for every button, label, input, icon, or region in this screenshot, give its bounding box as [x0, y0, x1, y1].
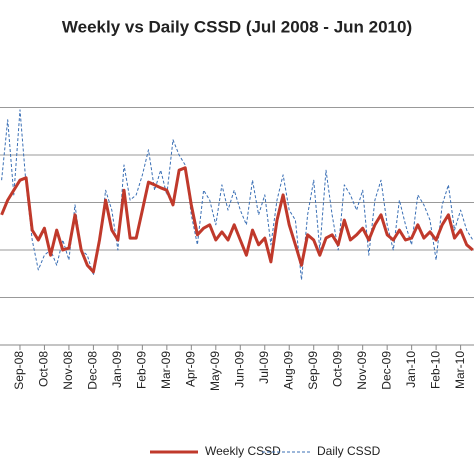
x-tick-label: Jun-09 [232, 351, 246, 388]
x-tick-label: Nov-08 [61, 351, 75, 390]
x-tick-label: Mar-10 [453, 351, 467, 389]
legend-label: Daily CSSD [317, 444, 381, 458]
x-tick-label: May-09 [208, 351, 222, 391]
x-tick-label: Sep-08 [12, 351, 26, 390]
x-tick-label: Sep-09 [306, 351, 320, 390]
x-tick-label: Apr-09 [183, 351, 197, 387]
chart-title: Weekly vs Daily CSSD (Jul 2008 - Jun 201… [62, 17, 412, 36]
legend-label: Weekly CSSD [205, 444, 281, 458]
x-tick-label: Jan-10 [404, 351, 418, 388]
x-tick-label: Aug-09 [281, 351, 295, 390]
x-tick-label: Jan-09 [110, 351, 124, 388]
x-tick-label: Dec-08 [86, 351, 100, 390]
x-tick-label: Feb-10 [428, 351, 442, 389]
x-tick-label: Mar-09 [159, 351, 173, 389]
x-tick-label: Oct-09 [330, 351, 344, 387]
series-line [1, 109, 474, 281]
x-tick-label: Feb-09 [135, 351, 149, 389]
x-tick-label: Dec-09 [379, 351, 393, 390]
series-line [0, 166, 474, 274]
x-tick-label: Oct-08 [37, 351, 51, 387]
x-tick-label: Jul-09 [257, 351, 271, 384]
x-tick-label: Nov-09 [355, 351, 369, 390]
